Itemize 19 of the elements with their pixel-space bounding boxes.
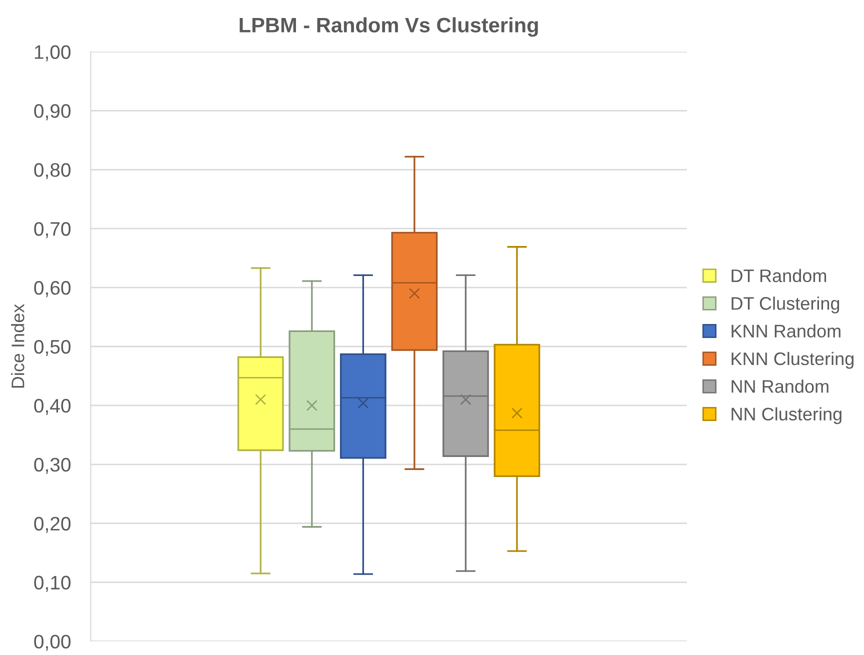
y-tick-label: 0,70 xyxy=(34,222,71,238)
legend-label: KNN Clustering xyxy=(732,352,854,369)
legend-label: NN Random xyxy=(732,380,828,393)
y-tick-label: 1,00 xyxy=(34,45,71,62)
legend-label: NN Clustering xyxy=(732,407,842,424)
legend-label: DT Random xyxy=(732,268,826,282)
y-tick-label: 0,20 xyxy=(34,516,71,533)
y-tick-label: 0,50 xyxy=(34,340,71,356)
y-tick-label: 0,80 xyxy=(34,163,71,180)
legend-label: KNN Random xyxy=(732,324,840,338)
y-tick-label: 0,30 xyxy=(34,458,71,474)
y-tick-label: 0,40 xyxy=(34,398,71,415)
y-tick-label: 0,10 xyxy=(34,576,71,592)
y-tick-label: 0,90 xyxy=(34,104,71,120)
y-tick-label: 0,60 xyxy=(34,281,71,298)
legend-label: DT Clustering xyxy=(732,296,840,314)
y-tick-label: 0,00 xyxy=(34,634,71,651)
y-axis-title: Dice Index xyxy=(11,304,24,388)
chart-title: LPBM - Random Vs Clustering xyxy=(240,17,538,37)
